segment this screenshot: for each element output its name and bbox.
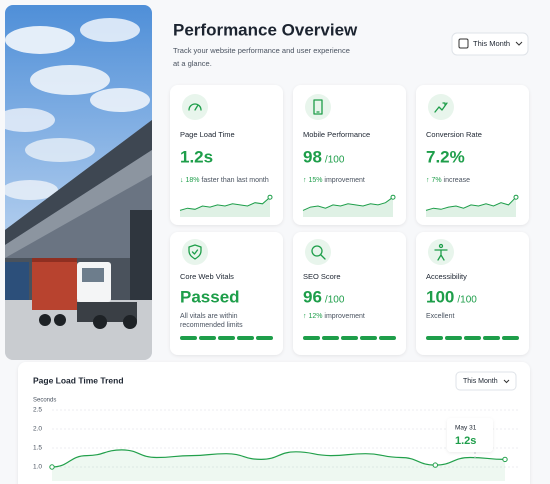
chevron-icon (515, 41, 523, 46)
card-title: SEO Score (303, 272, 341, 281)
page-subtitle: Track your website performance and user … (173, 46, 350, 55)
metric-card (416, 85, 529, 225)
progress-segment (445, 336, 462, 340)
card-icon-bg (428, 94, 454, 120)
trend-card (18, 362, 530, 484)
sparkline (179, 196, 271, 211)
trend-point (432, 462, 439, 468)
card-title: Mobile Performance (303, 130, 370, 139)
card-value: Passed (180, 287, 240, 306)
card-trend: ↑ 12% (303, 313, 322, 320)
card-value: 96 (303, 287, 322, 306)
card-icon (311, 245, 326, 260)
card-note: recommended limits (180, 322, 243, 329)
page-title: Performance Overview (173, 20, 358, 39)
card-icon (434, 243, 448, 261)
card-value: 98 (303, 147, 322, 166)
progress-segment (483, 336, 500, 340)
card-value: 7.2% (426, 147, 465, 166)
chevron-icon (503, 379, 510, 384)
y-axis-label: Seconds (33, 398, 56, 404)
card-icon (188, 103, 202, 111)
y-tick-label: 1.5 (33, 445, 42, 452)
card-note-text: increase (444, 177, 471, 184)
tooltip-value: 1.2s (455, 435, 476, 447)
card-note-text: improvement (324, 177, 365, 184)
progress-segment (180, 336, 197, 340)
progress-segment (256, 336, 273, 340)
card-title: Page Load Time (180, 130, 235, 139)
sparkline-dot (390, 194, 396, 200)
card-icon (188, 244, 202, 260)
card-note: ↑ 7% increase (426, 177, 470, 184)
card-title: Core Web Vitals (180, 272, 234, 281)
sparkline-dot (513, 194, 519, 200)
trend-line (51, 449, 506, 468)
trend-period-dropdown[interactable] (455, 371, 517, 391)
trend-chart: Page Load Time Trend This Month Seconds 2.5… (33, 375, 520, 481)
y-tick-label: 2.5 (33, 407, 42, 414)
sparkline-area (180, 197, 270, 217)
progress-segment (426, 336, 443, 340)
trend-point (49, 464, 55, 470)
progress-segment (322, 336, 339, 340)
card-note: Excellent (426, 313, 454, 320)
card-note: ↑ 12% improvement (303, 313, 365, 320)
card-note-text: improvement (324, 313, 365, 320)
card-note: All vitals are within (180, 313, 238, 320)
calendar-icon (458, 38, 469, 49)
card-title: Conversion Rate (426, 130, 482, 139)
progress-segment (237, 336, 254, 340)
tooltip (447, 418, 493, 452)
card-value: 1.2s (180, 147, 213, 166)
sparkline (425, 196, 517, 211)
cards: Page Load Time 1.2s ↓ 18% faster than last… (170, 85, 529, 355)
sparkline-dot (267, 194, 273, 200)
card-icon-bg (305, 239, 331, 265)
period-label: This Month (473, 39, 510, 48)
card-icon (434, 102, 448, 113)
trend-point (502, 456, 508, 463)
card-title: Accessibility (426, 272, 467, 281)
card-icon-bg (182, 94, 208, 120)
metric-card (293, 85, 406, 225)
page-subtitle: at a glance. (173, 59, 212, 68)
card-icon-bg (182, 239, 208, 265)
hero-image (5, 5, 152, 360)
y-tick-label: 2.0 (33, 426, 42, 433)
card-note: ↑ 15% improvement (303, 177, 365, 184)
card-trend: ↓ 18% (180, 177, 199, 184)
chart-title: Page Load Time Trend (33, 375, 124, 385)
card-trend: ↑ 15% (303, 177, 322, 184)
sparkline (302, 196, 394, 211)
card-icon (313, 99, 323, 115)
card-value: 100 (426, 287, 454, 306)
sparkline-area (303, 197, 393, 217)
progress-segment (341, 336, 358, 340)
progress-segment (218, 336, 235, 340)
card-note-text: Excellent (426, 313, 454, 320)
period-dropdown[interactable] (451, 32, 529, 56)
card-unit: /100 (325, 295, 345, 306)
progress-segment (379, 336, 396, 340)
card-unit: /100 (457, 295, 477, 306)
tooltip-date: May 31 (455, 425, 477, 432)
sparkline-area (426, 197, 516, 217)
progress-segment (464, 336, 481, 340)
card-trend: ↑ 7% (426, 177, 442, 184)
y-tick-label: 1.0 (33, 464, 42, 471)
progress-segment (360, 336, 377, 340)
progress-segment (303, 336, 320, 340)
card-note: ↓ 18% faster than last month (180, 177, 269, 184)
progress-segment (199, 336, 216, 340)
card-icon-bg (305, 94, 331, 120)
metric-card (170, 85, 283, 225)
card-unit: /100 (325, 155, 345, 166)
chart-period: This Month (463, 378, 498, 385)
progress-segment (502, 336, 519, 340)
card-note-text: faster than last month (201, 177, 268, 184)
